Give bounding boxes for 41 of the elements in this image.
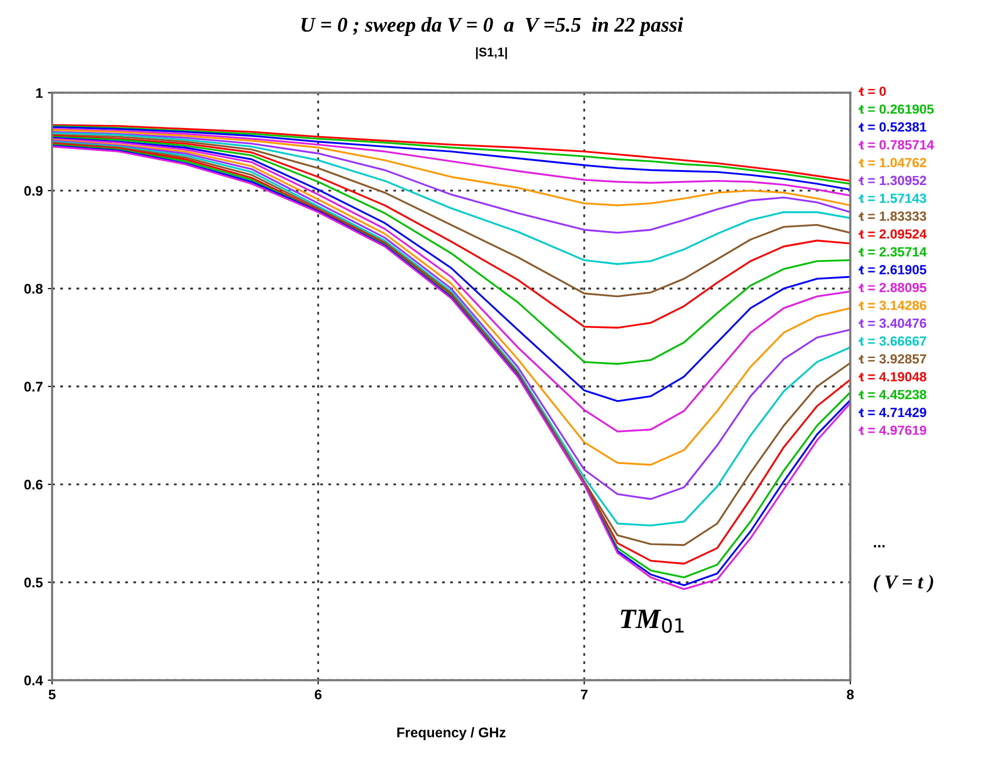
legend-label: t = 2.35714 bbox=[860, 247, 927, 257]
y-tick-label: 0.8 bbox=[24, 284, 43, 294]
legend-label: t = 3.14286 bbox=[860, 300, 926, 310]
legend-label: t = 0.261905 bbox=[860, 104, 934, 114]
legend-label: t = 2.09524 bbox=[860, 229, 927, 239]
y-tick-label: 1 bbox=[36, 88, 43, 98]
y-tick-label: 0.4 bbox=[24, 676, 43, 686]
legend-label: t = 4.19048 bbox=[860, 372, 926, 382]
legend-label: t = 1.04762 bbox=[860, 158, 926, 168]
x-tick-label: 8 bbox=[846, 690, 854, 700]
annotation: TM$_{01}$ bbox=[620, 610, 684, 633]
text: ( V = t ) bbox=[874, 574, 934, 592]
x-tick-label: 6 bbox=[314, 690, 322, 700]
legend-label: t = 4.97619 bbox=[860, 426, 926, 435]
legend-label: t = 0 bbox=[860, 86, 886, 96]
legend-label: t = 3.40476 bbox=[860, 318, 926, 328]
legend-label: t = 0.52381 bbox=[860, 122, 926, 132]
legend-label: t = 1.83333 bbox=[860, 211, 926, 221]
y-tick-label: 0.6 bbox=[24, 480, 43, 490]
legend-label: t = 1.57143 bbox=[860, 194, 926, 204]
x-tick-label: 7 bbox=[580, 690, 588, 700]
line-series bbox=[52, 134, 850, 298]
line-series bbox=[52, 134, 850, 329]
legend-label: t = 0.785714 bbox=[860, 140, 934, 150]
legend-label: t = 3.92857 bbox=[860, 354, 926, 364]
y-tick-label: 0.9 bbox=[24, 186, 43, 196]
legend-label: t = 4.71429 bbox=[860, 408, 926, 418]
chart-title: U = 0 ; sweep da V = 0 a V =5.5 in 22 passi bbox=[302, 17, 684, 36]
x-tick-label: 5 bbox=[48, 690, 56, 700]
x-axis-title: Frequency / GHz bbox=[397, 727, 506, 740]
y-tick-label: 0.7 bbox=[24, 382, 42, 392]
chart-subtitle: |S1,1| bbox=[476, 47, 507, 60]
legend-label: t = 4.45238 bbox=[860, 390, 926, 400]
y-tick-label: 0.5 bbox=[24, 578, 43, 588]
line-series bbox=[52, 130, 850, 234]
line-series bbox=[52, 132, 850, 265]
legend-label: t = 2.88095 bbox=[860, 282, 926, 292]
legend-label: t = 3.66667 bbox=[860, 336, 926, 346]
legend-label: t = 2.61905 bbox=[860, 265, 926, 274]
legend-label: t = 1.30952 bbox=[860, 176, 926, 186]
text: ... bbox=[874, 545, 885, 548]
